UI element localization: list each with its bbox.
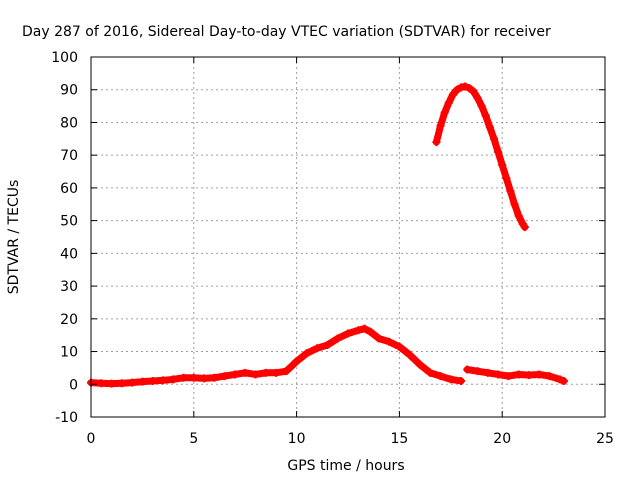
y-tick-label: -10 xyxy=(55,410,78,426)
data-series-3 xyxy=(432,82,529,232)
y-tick-label: 90 xyxy=(60,83,78,99)
data-point xyxy=(457,377,466,385)
data-point xyxy=(272,368,281,377)
plot-frame xyxy=(90,56,606,418)
data-point xyxy=(524,371,533,380)
data-point xyxy=(432,138,441,147)
data-point xyxy=(405,350,414,359)
data-point xyxy=(426,368,435,377)
data-point xyxy=(485,123,494,132)
data-point xyxy=(498,161,507,169)
data-point xyxy=(354,326,363,335)
chart-title: Day 287 of 2016, Sidereal Day-to-day VTE… xyxy=(22,24,551,40)
data-point xyxy=(545,372,554,381)
data-point xyxy=(415,360,424,369)
data-point xyxy=(360,324,369,333)
data-point xyxy=(261,368,270,377)
x-tick-label: 5 xyxy=(189,431,198,447)
data-point xyxy=(461,82,470,91)
y-tick-label: 30 xyxy=(60,279,78,295)
x-tick-label: 15 xyxy=(390,431,408,447)
y-tick-label: 20 xyxy=(60,312,78,328)
data-point xyxy=(535,370,544,379)
data-point xyxy=(313,344,322,353)
data-point xyxy=(510,200,519,209)
data-point xyxy=(502,174,511,183)
x-tick-label: 25 xyxy=(596,431,614,447)
axis-ticks: 0 5 10 15 20 25 -10 0 10 20 30 40 50 60 70 80 90 100 xyxy=(51,50,614,447)
data-series-2 xyxy=(463,365,568,385)
data-point xyxy=(374,334,383,343)
data-point xyxy=(366,327,375,336)
data-point xyxy=(323,341,332,349)
data-point xyxy=(179,373,188,382)
data-point xyxy=(97,379,106,388)
data-point xyxy=(469,87,478,96)
data-point xyxy=(494,147,503,156)
data-point xyxy=(463,365,472,374)
data-point xyxy=(302,349,311,358)
data-point xyxy=(148,377,157,385)
grid-lines xyxy=(91,57,605,417)
data-point xyxy=(477,102,486,111)
y-tick-label: 50 xyxy=(60,214,78,230)
data-point xyxy=(506,187,515,196)
data-point xyxy=(514,211,523,220)
data-point xyxy=(436,121,445,130)
data-point xyxy=(220,372,229,381)
data-point xyxy=(189,373,198,382)
x-tick-label: 0 xyxy=(87,431,96,447)
y-axis-title: SDTVAR / TECUs xyxy=(6,180,22,295)
data-point xyxy=(520,223,529,232)
data-point xyxy=(555,375,564,384)
x-axis-title: GPS time / hours xyxy=(287,458,404,474)
y-tick-label: 100 xyxy=(51,50,78,66)
data-point xyxy=(481,111,490,120)
data-point xyxy=(473,93,482,102)
data-point xyxy=(107,379,116,388)
data-point xyxy=(282,367,291,376)
data-point xyxy=(436,372,445,381)
y-tick-label: 70 xyxy=(60,148,78,164)
data-point xyxy=(395,342,404,351)
data-point xyxy=(504,372,513,381)
data-point xyxy=(241,368,250,377)
data-point xyxy=(448,90,457,99)
data-point xyxy=(169,375,178,384)
data-point xyxy=(158,376,167,385)
data-point xyxy=(473,367,482,376)
data-point xyxy=(452,85,461,94)
data-point xyxy=(200,374,209,383)
data-point xyxy=(494,370,503,379)
y-tick-label: 40 xyxy=(60,246,78,262)
data-point xyxy=(128,378,137,387)
data-point xyxy=(440,108,449,117)
data-point xyxy=(230,370,239,379)
data-point xyxy=(385,337,394,346)
data-point xyxy=(489,134,498,143)
x-tick-label: 10 xyxy=(288,431,306,447)
y-tick-label: 0 xyxy=(69,377,78,393)
y-tick-label: 80 xyxy=(60,115,78,131)
data-point xyxy=(333,334,342,343)
data-point xyxy=(559,377,568,385)
y-tick-label: 10 xyxy=(60,345,78,361)
x-tick-label: 20 xyxy=(493,431,511,447)
data-layer xyxy=(87,82,568,388)
data-point xyxy=(483,368,492,377)
data-point xyxy=(444,98,453,107)
data-point xyxy=(138,377,147,386)
data-point xyxy=(251,370,260,379)
data-point xyxy=(292,357,301,366)
data-point xyxy=(210,373,219,382)
data-series-1 xyxy=(87,324,466,388)
data-point xyxy=(465,84,474,93)
data-point xyxy=(446,375,455,384)
data-point xyxy=(344,329,352,338)
y-tick-label: 60 xyxy=(60,181,78,197)
data-point xyxy=(117,379,126,388)
data-point xyxy=(514,370,523,379)
